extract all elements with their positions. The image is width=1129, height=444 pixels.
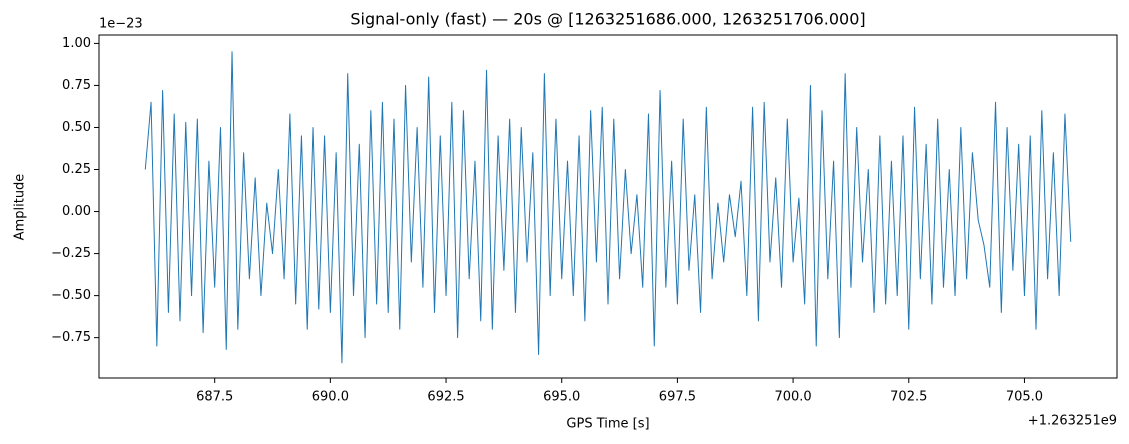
y-tick-label: 1.00	[62, 36, 91, 51]
y-tick-label: −0.50	[51, 288, 91, 303]
x-tick-label: 700.0	[774, 390, 811, 405]
y-tick-label: −0.25	[51, 246, 91, 261]
plot-frame	[98, 34, 1118, 379]
x-offset-label: +1.263251e9	[1028, 414, 1117, 429]
signal-line	[144, 51, 1072, 364]
x-tick-label: 697.5	[659, 390, 696, 405]
x-tick-label: 687.5	[196, 390, 233, 405]
x-tick-label: 692.5	[427, 390, 464, 405]
y-tick-label: 0.00	[62, 204, 91, 219]
x-tick-label: 705.0	[1006, 390, 1043, 405]
y-tick-label: 0.25	[62, 162, 91, 177]
x-tick-label: 695.0	[543, 390, 580, 405]
chart-title: Signal-only (fast) — 20s @ [1263251686.0…	[350, 10, 865, 29]
x-axis-label: GPS Time [s]	[566, 417, 649, 432]
y-tick-label: 0.50	[62, 120, 91, 135]
y-offset-label: 1e−23	[99, 17, 143, 32]
x-tick-label: 690.0	[312, 390, 349, 405]
y-tick-label: 0.75	[62, 78, 91, 93]
y-axis-label: Amplitude	[13, 174, 28, 241]
x-tick-label: 702.5	[890, 390, 927, 405]
y-tick-label: −0.75	[51, 330, 91, 345]
